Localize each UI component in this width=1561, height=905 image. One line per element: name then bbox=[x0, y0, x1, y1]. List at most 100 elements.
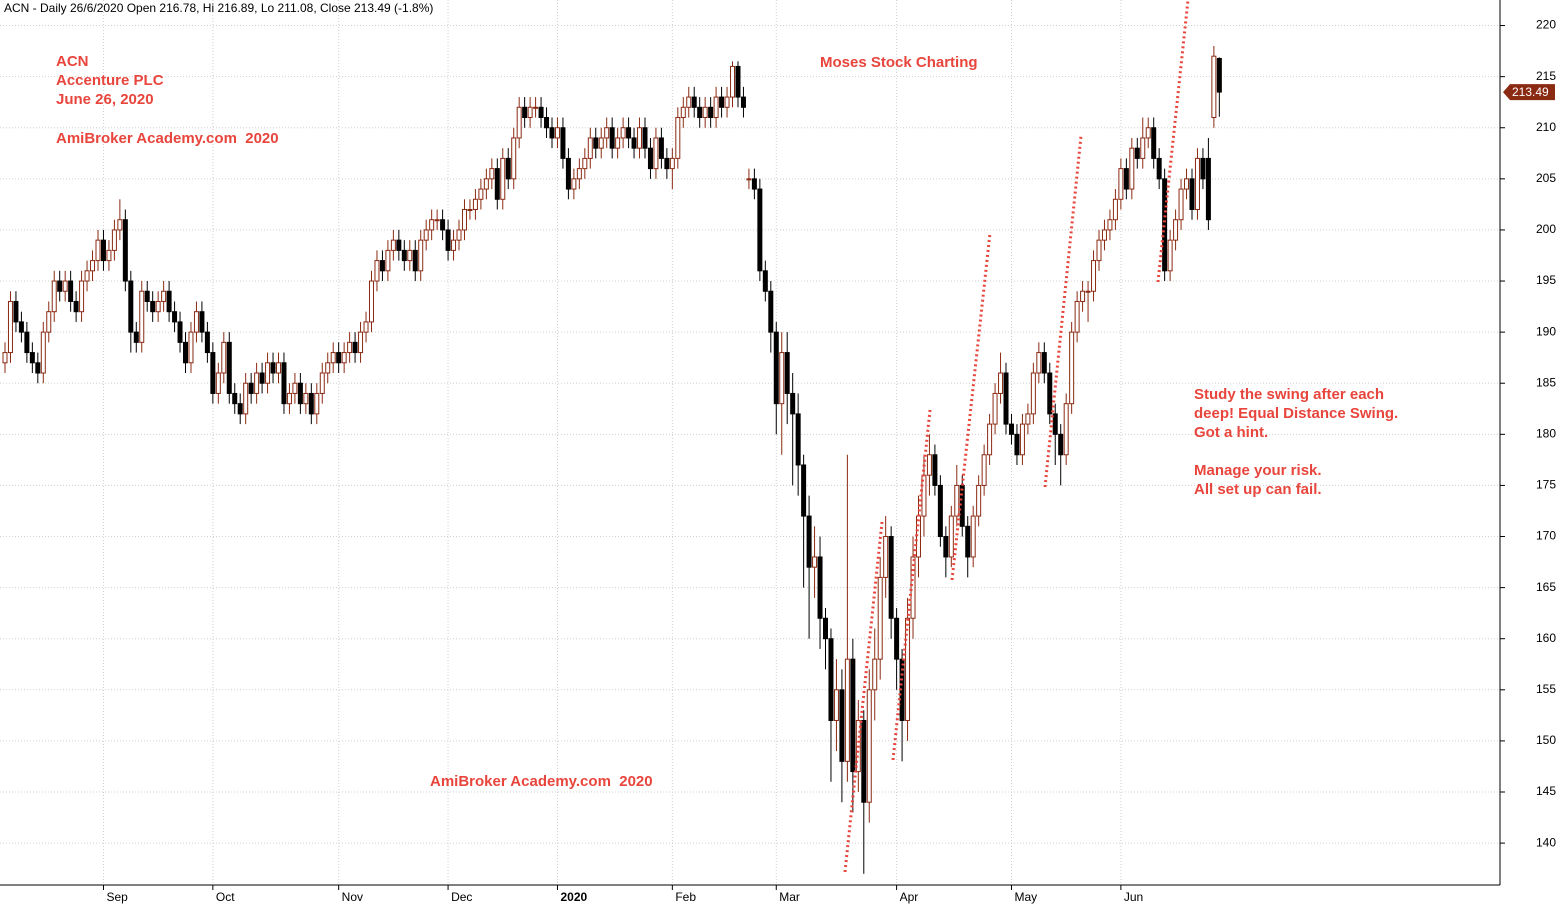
y-tick-label: 185 bbox=[1536, 375, 1556, 389]
y-tick-label: 175 bbox=[1536, 478, 1556, 492]
candle-body bbox=[29, 352, 35, 364]
candle-body bbox=[100, 239, 106, 262]
candle-body bbox=[1058, 433, 1064, 456]
annotation: AmiBroker Academy.com 2020 bbox=[430, 773, 653, 790]
y-tick-label: 210 bbox=[1536, 120, 1556, 134]
candle-body bbox=[505, 157, 511, 180]
header: ACN - Daily 26/6/2020 Open 216.78, Hi 21… bbox=[4, 1, 433, 15]
candle-body bbox=[177, 321, 183, 343]
candle-body bbox=[1156, 157, 1162, 180]
candle-body bbox=[292, 382, 298, 394]
candle-body bbox=[270, 362, 276, 374]
candle-body bbox=[379, 260, 385, 272]
candle-body bbox=[24, 331, 30, 354]
candle-body bbox=[210, 352, 216, 394]
candle-body bbox=[429, 219, 435, 231]
candle-body bbox=[1069, 331, 1075, 405]
candle-body bbox=[407, 249, 413, 262]
candle-body bbox=[401, 249, 407, 262]
candle-body bbox=[609, 127, 615, 149]
candle-body bbox=[757, 188, 763, 272]
candle-body bbox=[1140, 137, 1146, 159]
x-tick-label: Jun bbox=[1124, 890, 1143, 904]
candle-body bbox=[128, 280, 134, 333]
candle-body bbox=[1167, 239, 1173, 272]
annotation: Moses Stock Charting bbox=[820, 54, 978, 71]
annotation: Accenture PLC bbox=[56, 72, 164, 89]
note: Got a hint. bbox=[1194, 424, 1268, 441]
annotation: June 26, 2020 bbox=[56, 91, 154, 108]
candle-body bbox=[276, 362, 281, 374]
candle-body bbox=[314, 392, 320, 415]
candle-body bbox=[336, 352, 342, 364]
candle-body bbox=[281, 362, 287, 405]
candle-body bbox=[221, 341, 227, 374]
candle-body bbox=[784, 352, 790, 394]
candle-body bbox=[713, 96, 719, 119]
x-tick-label: Sep bbox=[106, 890, 128, 904]
candle-body bbox=[812, 556, 818, 568]
y-tick-label: 140 bbox=[1536, 835, 1556, 849]
candle-body bbox=[604, 127, 610, 139]
candle-body bbox=[877, 576, 883, 660]
candle-body bbox=[204, 331, 210, 354]
candle-body bbox=[850, 658, 856, 773]
candle-body bbox=[658, 137, 664, 159]
candle-body bbox=[992, 392, 998, 425]
candle-body bbox=[363, 321, 369, 333]
candle-body bbox=[587, 137, 593, 159]
candle-body bbox=[489, 168, 495, 180]
candle-body bbox=[1118, 168, 1124, 200]
candle-body bbox=[84, 270, 90, 282]
candle-body bbox=[51, 280, 57, 313]
candle-body bbox=[1162, 178, 1168, 272]
candle-body bbox=[243, 382, 249, 415]
annotation: AmiBroker Academy.com 2020 bbox=[56, 130, 279, 147]
candle-body bbox=[330, 352, 336, 364]
y-tick-label: 160 bbox=[1536, 631, 1556, 645]
trend-line bbox=[1043, 135, 1083, 488]
candle-body bbox=[2, 352, 8, 364]
y-tick-label: 150 bbox=[1536, 733, 1556, 747]
candle-body bbox=[954, 484, 960, 517]
candle-body bbox=[740, 96, 746, 108]
candle-body bbox=[746, 178, 752, 181]
candle-body bbox=[762, 270, 768, 292]
candle-body bbox=[576, 168, 582, 180]
x-tick-label: Feb bbox=[675, 890, 696, 904]
candle-body bbox=[1184, 178, 1190, 190]
candle-body bbox=[347, 341, 353, 354]
candle-body bbox=[374, 260, 380, 282]
candle-body bbox=[111, 229, 117, 251]
y-tick-label: 220 bbox=[1536, 18, 1556, 32]
candle-body bbox=[183, 341, 189, 364]
candle-body bbox=[7, 300, 13, 354]
candle-body bbox=[456, 229, 462, 241]
candle-body bbox=[472, 198, 478, 210]
candle-body bbox=[823, 617, 828, 640]
candle-body bbox=[188, 331, 194, 364]
candle-body bbox=[806, 515, 812, 568]
candle-body bbox=[708, 106, 714, 119]
x-tick-label: 2020 bbox=[560, 890, 587, 904]
candle-body bbox=[1107, 219, 1113, 231]
candle-body bbox=[828, 638, 834, 721]
candle-body bbox=[637, 127, 643, 149]
x-tick-label: May bbox=[1014, 890, 1037, 904]
candle-body bbox=[965, 525, 971, 558]
candle-body bbox=[90, 260, 96, 272]
candle-body bbox=[926, 454, 932, 476]
candle-body bbox=[57, 280, 63, 292]
candle-body bbox=[494, 168, 500, 200]
candle-body bbox=[1030, 372, 1036, 415]
candle-body bbox=[325, 362, 331, 374]
candle-body bbox=[1211, 55, 1217, 119]
candle-body bbox=[642, 127, 648, 149]
candle-body bbox=[1041, 352, 1047, 374]
candle-body bbox=[883, 536, 889, 578]
candle-body bbox=[560, 127, 566, 159]
candle-body bbox=[385, 249, 391, 272]
last-price-tag bbox=[1503, 84, 1555, 101]
candle-body bbox=[571, 178, 577, 190]
